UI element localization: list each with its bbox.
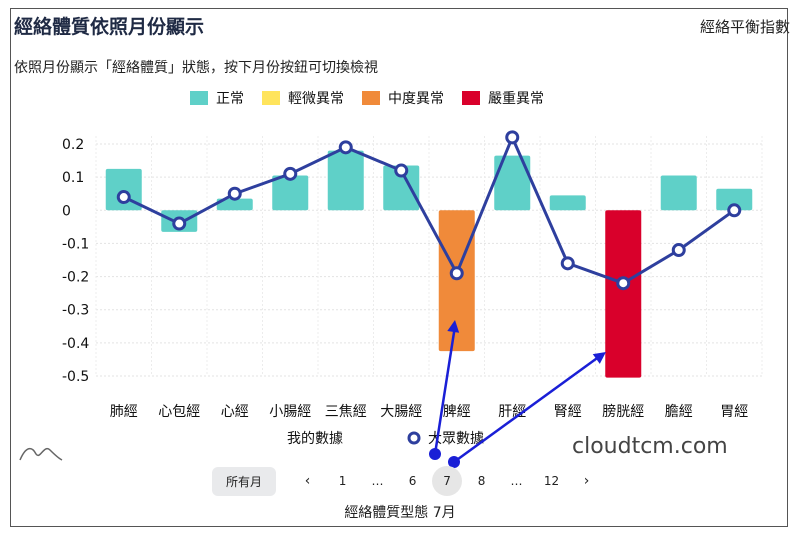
line-point bbox=[394, 163, 409, 178]
line-point bbox=[671, 243, 686, 258]
next-page-button[interactable]: › bbox=[583, 473, 590, 489]
line-point bbox=[505, 130, 520, 145]
data-bar bbox=[549, 195, 586, 211]
legend-item-normal[interactable]: 正常 bbox=[190, 88, 244, 108]
page-button[interactable]: 6 bbox=[408, 474, 417, 488]
y-tick-label: 0.1 bbox=[62, 170, 84, 186]
x-tick-label: 脾經 bbox=[443, 404, 471, 420]
legend-label: 嚴重異常 bbox=[488, 91, 544, 107]
bar-layer bbox=[105, 150, 753, 378]
page-ellipsis: … bbox=[510, 474, 523, 488]
index-label: 經絡平衡指數 bbox=[699, 18, 790, 36]
line-layer bbox=[116, 130, 742, 291]
data-bar bbox=[494, 155, 531, 211]
x-tick-label: 小腸經 bbox=[269, 404, 311, 420]
data-bar bbox=[660, 175, 697, 211]
y-tick-label: 0.2 bbox=[62, 137, 84, 153]
y-tick-label: -0.4 bbox=[62, 336, 89, 352]
line-point bbox=[338, 140, 353, 155]
chart-caption: 經絡體質型態 7月 bbox=[344, 505, 456, 521]
data-bar bbox=[716, 188, 753, 211]
line-point bbox=[172, 216, 187, 231]
x-tick-label: 心包經 bbox=[158, 404, 200, 420]
trend-logo-icon bbox=[19, 447, 63, 461]
legend-swatch bbox=[262, 91, 280, 105]
series-legend-label: 我的數據 bbox=[287, 431, 343, 447]
y-tick-label: -0.2 bbox=[62, 270, 89, 286]
x-tick-label: 膽經 bbox=[665, 403, 693, 420]
line-point bbox=[560, 256, 575, 271]
page-button[interactable]: 8 bbox=[477, 474, 486, 488]
chart-card bbox=[10, 8, 788, 527]
legend-item-severe[interactable]: 嚴重異常 bbox=[462, 88, 544, 108]
data-bar bbox=[383, 165, 420, 211]
all-months-button[interactable]: 所有月 bbox=[212, 466, 277, 496]
data-bar bbox=[605, 210, 642, 378]
prev-page-button[interactable]: ‹ bbox=[304, 473, 311, 489]
legend-label: 輕微異常 bbox=[288, 91, 344, 107]
x-tick-label: 胃經 bbox=[720, 404, 748, 420]
line-point bbox=[449, 266, 464, 281]
legend: 正常 輕微異常 中度異常 嚴重異常 bbox=[190, 88, 544, 108]
line-point bbox=[283, 166, 298, 181]
y-tick-label: -0.5 bbox=[62, 369, 89, 385]
series-legend-label: 大眾數據 bbox=[428, 431, 484, 447]
x-tick-label: 肺經 bbox=[110, 404, 138, 420]
annotation-arrow bbox=[433, 325, 457, 455]
annotation-arrowhead bbox=[592, 352, 606, 364]
legend-swatch bbox=[190, 91, 208, 105]
data-bar bbox=[216, 198, 253, 211]
series-legend-marker bbox=[407, 431, 421, 445]
line-point bbox=[616, 276, 631, 291]
legend-label: 正常 bbox=[216, 91, 244, 107]
annotation-layer bbox=[429, 320, 606, 468]
x-tick-label: 大腸經 bbox=[380, 404, 422, 420]
data-bar bbox=[272, 175, 309, 211]
line-point bbox=[227, 186, 242, 201]
page-title: 經絡體質依照月份顯示 bbox=[14, 16, 205, 38]
x-tick-label: 心經 bbox=[221, 404, 249, 420]
legend-item-moderate[interactable]: 中度異常 bbox=[362, 88, 444, 108]
x-tick-label: 三焦經 bbox=[325, 404, 367, 420]
y-tick-label: -0.3 bbox=[62, 303, 89, 319]
annotation-arrowhead bbox=[447, 320, 460, 333]
grid-layer bbox=[95, 136, 763, 377]
watermark: cloudtcm.com bbox=[572, 434, 728, 459]
annotation-arrow bbox=[453, 354, 601, 464]
data-bar bbox=[327, 150, 364, 211]
x-tick-label: 腎經 bbox=[554, 404, 582, 420]
page-ellipsis: … bbox=[371, 474, 384, 488]
page-button-active[interactable]: 7 bbox=[432, 466, 463, 496]
series-line bbox=[123, 133, 736, 285]
y-tick-label: 0 bbox=[62, 203, 71, 219]
page-button[interactable]: 1 bbox=[338, 474, 347, 488]
description: 依照月份顯示「經絡體質」狀態，按下月份按鈕可切換檢視 bbox=[14, 60, 378, 76]
legend-label: 中度異常 bbox=[388, 91, 444, 107]
page-button[interactable]: 12 bbox=[543, 474, 560, 488]
y-tick-label: -0.1 bbox=[62, 236, 89, 252]
legend-swatch bbox=[462, 91, 480, 105]
data-bar bbox=[438, 210, 475, 352]
line-point bbox=[727, 203, 742, 218]
label-layer: 0.2 0.1 0 -0.1 -0.2 -0.3 -0.4 -0.5 肺經 心包經 心經 小腸經 三焦經… bbox=[62, 137, 748, 447]
x-tick-label: 膀胱經 bbox=[602, 403, 644, 420]
legend-item-mild[interactable]: 輕微異常 bbox=[262, 88, 344, 108]
line-point bbox=[116, 190, 131, 205]
month-pager: 所有月 ‹ 1 … 6 7 8 … 12 › bbox=[212, 466, 604, 496]
legend-swatch bbox=[362, 91, 380, 105]
